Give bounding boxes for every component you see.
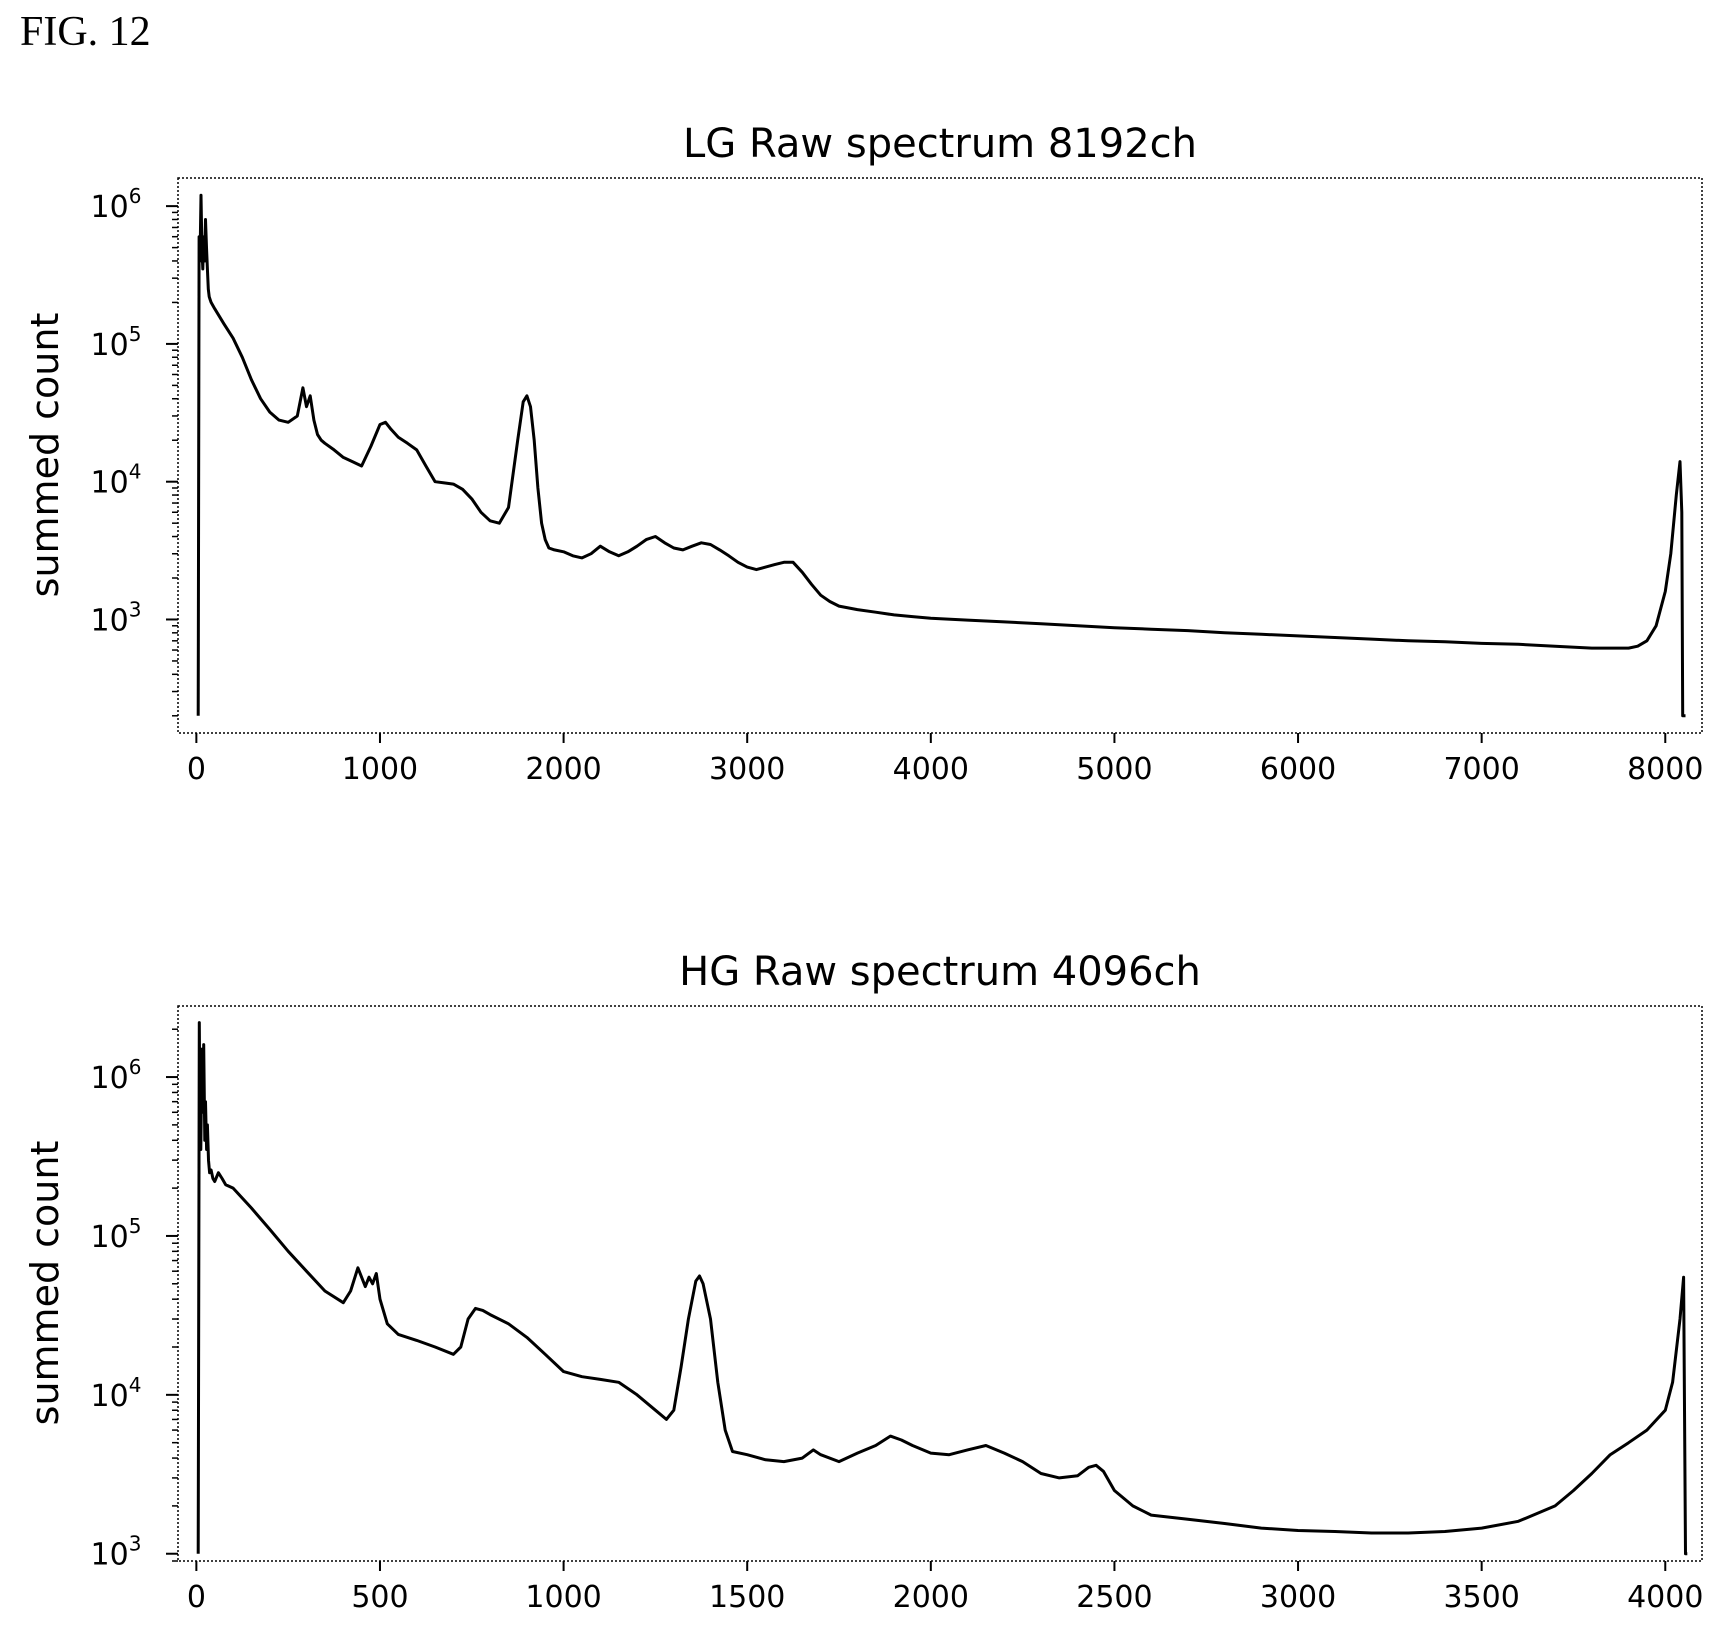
x-tick-label: 4000 <box>1627 1580 1703 1615</box>
chart-title: LG Raw spectrum 8192ch <box>683 121 1197 167</box>
x-tick-label: 3000 <box>709 752 785 787</box>
x-ticks: 0 500 1000 1500 2000 2500 3000 3500 4000 <box>187 1561 1703 1615</box>
x-tick-label: 0 <box>187 1580 206 1615</box>
x-tick-label: 500 <box>351 1580 408 1615</box>
y-axis-label: summed count <box>23 1141 67 1426</box>
y-tick-label: 103 <box>91 597 142 638</box>
x-tick-label: 2000 <box>525 752 601 787</box>
chart-title: HG Raw spectrum 4096ch <box>679 949 1201 995</box>
y-tick-label: 105 <box>91 1214 142 1255</box>
y-tick-label: 106 <box>91 184 142 225</box>
series-line <box>196 1021 1688 1556</box>
x-tick-label: 0 <box>187 752 206 787</box>
x-tick-label: 1000 <box>342 752 418 787</box>
plot-frame <box>177 177 1703 734</box>
x-tick-label: 2000 <box>893 1580 969 1615</box>
y-tick-label: 103 <box>91 1532 142 1573</box>
plot-frame <box>177 1005 1703 1562</box>
x-tick-label: 7000 <box>1443 752 1519 787</box>
x-tick-label: 1500 <box>709 1580 785 1615</box>
y-ticks: 103 104 105 106 <box>91 1028 178 1573</box>
x-tick-label: 6000 <box>1260 752 1336 787</box>
x-tick-label: 1000 <box>525 1580 601 1615</box>
x-tick-label: 5000 <box>1076 752 1152 787</box>
series-line <box>196 193 1686 718</box>
chart-lg-spectrum: LG Raw spectrum 8192ch summed count 1031… <box>23 121 1703 787</box>
x-ticks: 0 1000 2000 3000 4000 5000 6000 7000 8000 <box>187 733 1703 787</box>
y-axis-label: summed count <box>23 313 67 598</box>
y-ticks: 103 104 105 106 <box>91 184 178 717</box>
y-tick-label: 105 <box>91 322 142 363</box>
x-tick-label: 3500 <box>1443 1580 1519 1615</box>
x-tick-label: 8000 <box>1627 752 1703 787</box>
figure-label: FIG. 12 <box>20 9 151 55</box>
x-tick-label: 3000 <box>1260 1580 1336 1615</box>
x-tick-label: 2500 <box>1076 1580 1152 1615</box>
y-tick-label: 106 <box>91 1055 142 1096</box>
y-tick-label: 104 <box>91 1373 142 1414</box>
chart-hg-spectrum: HG Raw spectrum 4096ch summed count 1031… <box>23 949 1703 1615</box>
x-tick-label: 4000 <box>893 752 969 787</box>
y-tick-label: 104 <box>91 460 142 501</box>
